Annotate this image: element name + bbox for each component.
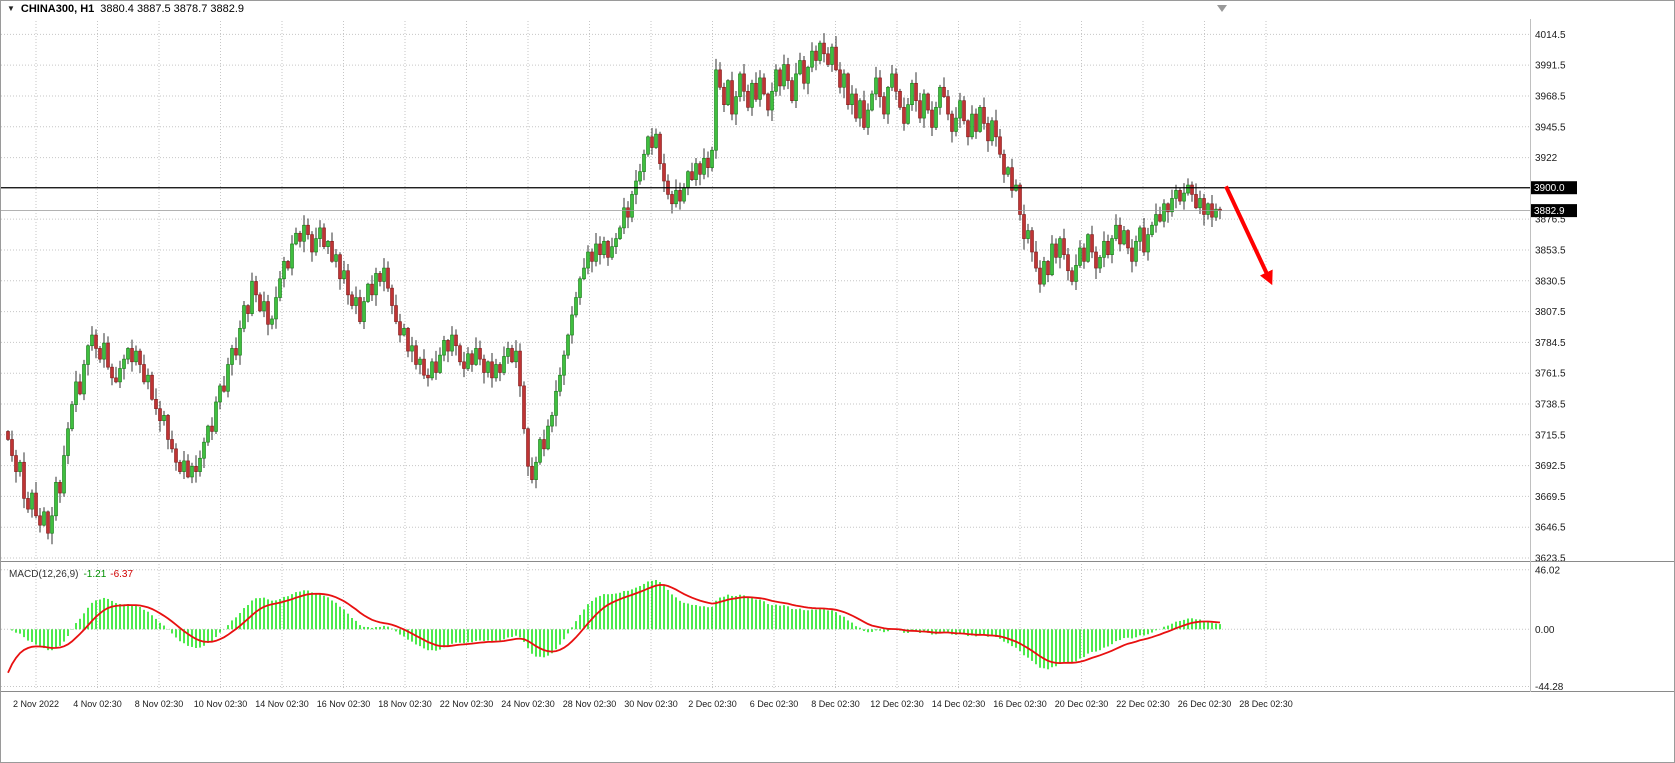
one-click-trading-icon[interactable]: ▼ bbox=[7, 4, 15, 13]
x-axis-label: 16 Nov 02:30 bbox=[317, 699, 371, 709]
ohlc-readout: 3880.4 3887.5 3878.7 3882.9 bbox=[100, 3, 245, 15]
macd-indicator-label: MACD(12,26,9) -1.21 -6.37 bbox=[9, 569, 133, 580]
y-axis-label: 4014.5 bbox=[1535, 30, 1566, 41]
x-axis-label: 22 Dec 02:30 bbox=[1116, 699, 1170, 709]
y-axis-label: 3853.5 bbox=[1535, 245, 1566, 256]
x-axis-label: 4 Nov 02:30 bbox=[73, 699, 122, 709]
x-axis-label: 18 Nov 02:30 bbox=[378, 699, 432, 709]
x-axis-label: 20 Dec 02:30 bbox=[1055, 699, 1109, 709]
x-axis-label: 28 Nov 02:30 bbox=[563, 699, 617, 709]
y-axis-label: 3922 bbox=[1535, 153, 1558, 164]
x-axis-label: 6 Dec 02:30 bbox=[750, 699, 799, 709]
candles bbox=[6, 33, 1222, 545]
annotations bbox=[1217, 5, 1273, 286]
x-axis-label: 14 Nov 02:30 bbox=[255, 699, 309, 709]
y-axis-label: 3692.5 bbox=[1535, 461, 1566, 472]
macd-signal-line bbox=[7, 583, 1221, 674]
x-axis-label: 30 Nov 02:30 bbox=[624, 699, 678, 709]
y-axis-label: 3738.5 bbox=[1535, 399, 1566, 410]
y-axis-label: 3669.5 bbox=[1535, 492, 1566, 503]
y-axis-label: 3623.5 bbox=[1535, 553, 1566, 564]
y-axis-label: 3761.5 bbox=[1535, 369, 1566, 380]
price-lines: 3900.0 3882.9 bbox=[1, 19, 1674, 692]
x-axis-label: 24 Nov 02:30 bbox=[501, 699, 555, 709]
y-axis-label: 3830.5 bbox=[1535, 276, 1566, 287]
chart-title-bar: ▼ CHINA300, H1 3880.4 3887.5 3878.7 3882… bbox=[7, 3, 244, 15]
x-axis-label: 22 Nov 02:30 bbox=[440, 699, 494, 709]
y-axis-label: 3715.5 bbox=[1535, 430, 1566, 441]
price-level-badge bbox=[1531, 181, 1577, 195]
y-axis-label: 3807.5 bbox=[1535, 307, 1566, 318]
x-axis-label: 28 Dec 02:30 bbox=[1239, 699, 1293, 709]
bid-price-badge bbox=[1531, 204, 1577, 218]
grid-lines bbox=[1, 21, 1530, 690]
macd-axis-label: -44.28 bbox=[1535, 682, 1564, 693]
x-axis-label: 2 Dec 02:30 bbox=[688, 699, 737, 709]
macd-axis-label: 46.02 bbox=[1535, 565, 1560, 576]
x-axis-label: 26 Dec 02:30 bbox=[1178, 699, 1232, 709]
x-axis-label: 12 Dec 02:30 bbox=[870, 699, 924, 709]
x-axis-label: 16 Dec 02:30 bbox=[993, 699, 1047, 709]
x-axis-label: 10 Nov 02:30 bbox=[194, 699, 248, 709]
y-axis-label: 3784.5 bbox=[1535, 338, 1566, 349]
axis-labels: 2 Nov 2022 4 Nov 02:30 8 Nov 02:30 10 Nov 0… bbox=[13, 30, 1566, 709]
y-axis-label: 3968.5 bbox=[1535, 91, 1566, 102]
trend-arrow-annotation[interactable] bbox=[1224, 185, 1273, 286]
macd-axis-label: 0.00 bbox=[1535, 625, 1555, 636]
y-axis-label: 3876.5 bbox=[1535, 215, 1566, 226]
svg-text:3900.0: 3900.0 bbox=[1534, 183, 1565, 194]
y-axis-label: 3646.5 bbox=[1535, 523, 1566, 534]
x-axis-label: 2 Nov 2022 bbox=[13, 699, 59, 709]
x-axis-label: 14 Dec 02:30 bbox=[932, 699, 986, 709]
svg-text:3882.9: 3882.9 bbox=[1534, 206, 1565, 217]
x-axis-label: 8 Nov 02:30 bbox=[135, 699, 184, 709]
macd-panel: MACD(12,26,9) -1.21 -6.37 bbox=[7, 569, 1221, 674]
y-axis-label: 3991.5 bbox=[1535, 61, 1566, 72]
x-axis-label: 8 Dec 02:30 bbox=[811, 699, 860, 709]
symbol-timeframe-label: CHINA300, H1 bbox=[20, 3, 95, 15]
y-axis-label: 3945.5 bbox=[1535, 122, 1566, 133]
chart-shift-marker-icon[interactable] bbox=[1217, 5, 1227, 12]
